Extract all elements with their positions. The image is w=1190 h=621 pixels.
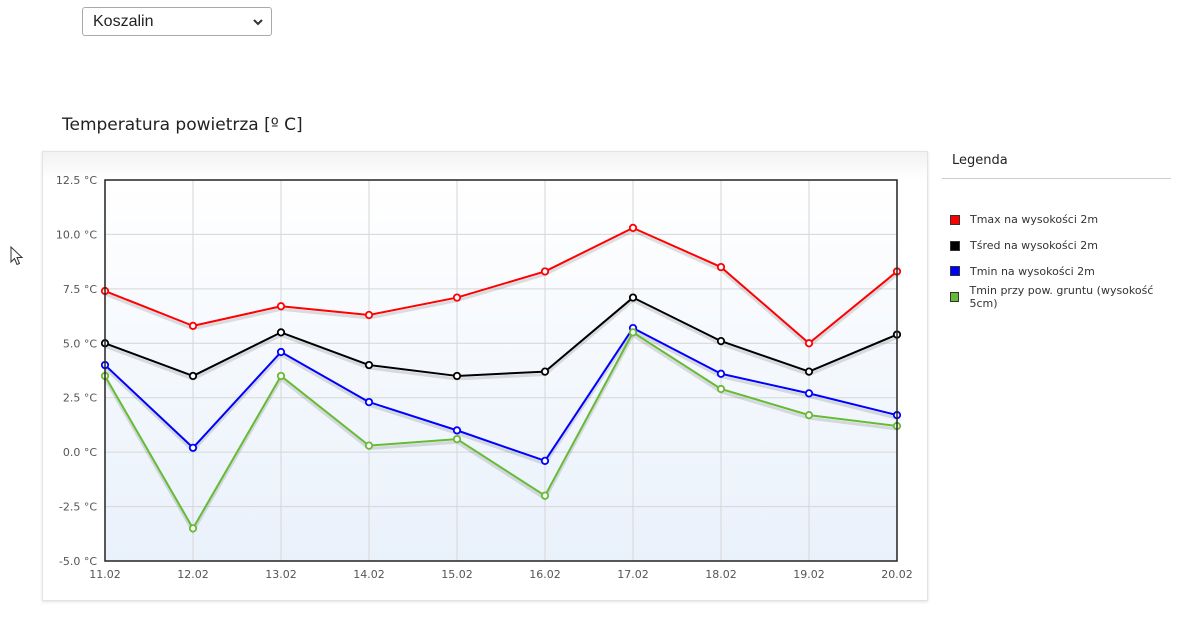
chart-container: 12.5 °C 10.0 °C 7.5 °C 5.0 °C 2.5 °C 0.0 °C -2… [42,151,928,601]
x-tick-label: 19.02 [793,568,825,581]
legend-item[interactable]: Tmax na wysokości 2m [942,207,1171,233]
data-point[interactable] [364,360,374,370]
city-select-value: Koszalin [93,12,154,30]
legend-swatch [950,266,960,277]
data-point[interactable] [540,456,550,465]
data-point[interactable] [364,441,374,450]
chart-title: Temperatura powietrza [º C] [62,115,303,135]
y-tick-label: -5.0 °C [59,555,97,568]
series-line [104,331,898,530]
legend-swatch [950,214,960,225]
mouse-cursor-icon [10,245,24,270]
series-line [104,327,898,462]
data-point[interactable] [364,397,374,407]
legend-label: Tmin na wysokości 2m [970,264,1095,278]
series-line-shadow [103,333,898,535]
legend-label: Tmin przy pow. gruntu (wysokość 5cm) [969,283,1154,310]
data-point[interactable] [804,339,814,348]
y-tick-label: 0.0 °C [63,446,97,459]
data-point[interactable] [276,347,286,357]
data-point[interactable] [452,426,462,435]
legend-item[interactable]: Tmin przy pow. gruntu (wysokość 5cm) [942,284,1171,310]
data-point[interactable] [452,434,462,444]
plot-area [105,180,897,561]
series-1 [100,293,902,381]
data-point[interactable] [188,443,198,452]
data-point[interactable] [628,328,638,337]
data-point[interactable] [628,293,638,302]
y-tick-label: 2.5 °C [63,392,97,405]
legend-swatch [950,240,960,251]
data-point[interactable] [804,367,814,376]
line-chart: 12.5 °C 10.0 °C 7.5 °C 5.0 °C 2.5 °C 0.0 °C -2… [43,152,927,581]
x-tick-label: 18.02 [705,568,737,581]
x-tick-label: 12.02 [177,568,209,581]
series-line [104,296,898,377]
data-point[interactable] [188,371,198,381]
y-tick-label: 5.0 °C [63,337,97,350]
legend-label: Tmax na wysokości 2m [970,213,1099,227]
x-tick-label: 20.02 [881,568,913,581]
data-point[interactable] [804,389,814,398]
x-tick-label: 16.02 [529,568,561,581]
y-tick-label: 10.0 °C [56,228,97,241]
city-select[interactable]: Koszalin [82,7,272,36]
x-tick-label: 15.02 [441,568,473,581]
data-point[interactable] [540,267,550,276]
y-tick-label: 7.5 °C [63,283,97,296]
data-point[interactable] [276,328,286,337]
data-point[interactable] [452,371,462,381]
legend-label: Tśred na wysokości 2m [970,239,1098,253]
legend-item[interactable]: Tmin na wysokości 2m [942,258,1171,284]
data-point[interactable] [364,310,374,320]
data-point[interactable] [452,293,462,302]
data-point[interactable] [276,302,286,311]
legend-list: Tmax na wysokości 2m Tśred na wysokości 2… [942,207,1171,310]
legend: Legenda Tmax na wysokości 2m Tśred na wys… [942,150,1171,310]
chevron-down-icon [253,17,263,27]
x-tick-label: 17.02 [617,568,649,581]
data-point[interactable] [716,369,726,378]
data-point[interactable] [804,411,814,420]
series-3 [100,328,902,535]
legend-swatch [950,291,960,302]
data-point[interactable] [716,337,726,346]
y-tick-label: -2.5 °C [59,501,97,514]
series-line-shadow [103,329,898,466]
data-point[interactable] [276,371,286,381]
series-line-shadow [104,298,898,381]
x-tick-label: 13.02 [265,568,297,581]
legend-title: Legenda [942,150,1171,179]
x-tick-label: 14.02 [353,568,385,581]
series-line [104,226,898,345]
series-line-shadow [104,229,898,349]
plot-border [104,179,898,562]
data-point[interactable] [188,321,198,330]
legend-item[interactable]: Tśred na wysokości 2m [942,233,1171,259]
data-point[interactable] [540,367,550,376]
data-point[interactable] [716,384,726,394]
data-point[interactable] [188,524,198,533]
x-tick-label: 11.02 [89,568,121,581]
data-point[interactable] [628,223,638,232]
data-point[interactable] [540,491,550,500]
y-tick-label: 12.5 °C [56,174,97,187]
data-point[interactable] [716,262,726,272]
